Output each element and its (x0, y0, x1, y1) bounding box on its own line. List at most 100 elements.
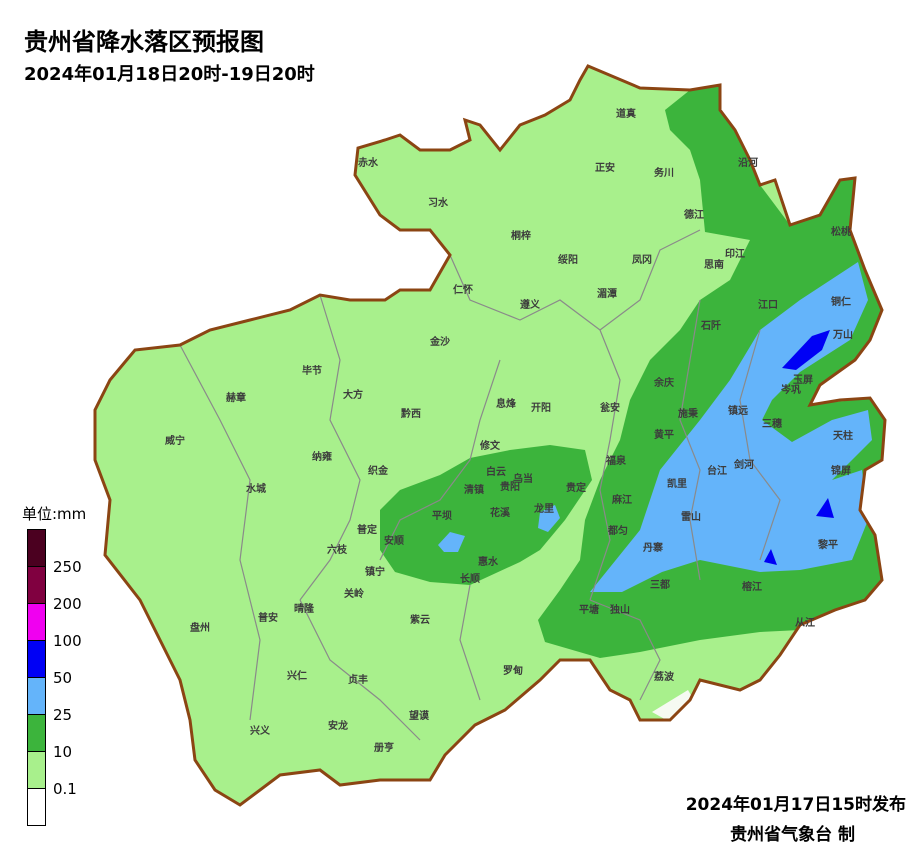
legend-swatch (27, 751, 46, 789)
county-label: 独山 (610, 603, 630, 616)
county-label: 盘州 (190, 621, 210, 634)
county-label: 湄潭 (597, 287, 617, 300)
county-label: 德江 (683, 208, 704, 221)
legend-label: 50 (53, 669, 73, 687)
county-label: 正安 (595, 161, 615, 174)
county-label: 织金 (368, 464, 389, 477)
county-label: 天柱 (833, 429, 853, 442)
county-label: 务川 (654, 166, 674, 179)
county-label: 沿河 (738, 156, 758, 169)
county-label: 黔西 (401, 407, 421, 420)
county-label: 镇宁 (365, 565, 385, 578)
county-label: 贵阳 (500, 480, 520, 493)
county-boundary (299, 599, 421, 741)
county-boundary (589, 599, 661, 701)
county-label: 贞丰 (348, 673, 368, 686)
rain-zone-25-50mm-anshun (438, 532, 465, 552)
county-label: 龙里 (533, 502, 554, 515)
county-label: 瓮安 (600, 401, 620, 414)
county-label: 乌当 (513, 472, 533, 485)
county-label: 威宁 (165, 434, 185, 447)
county-boundary (459, 584, 481, 701)
map-title: 贵州省降水落区预报图 (24, 28, 264, 56)
county-label: 金沙 (429, 335, 450, 348)
county-label: 六枝 (327, 543, 348, 556)
county-label: 罗甸 (503, 664, 523, 677)
issuer: 贵州省气象台 制 (730, 825, 855, 845)
county-boundary (299, 294, 361, 601)
county-boundary (739, 329, 781, 561)
legend-swatch (27, 640, 46, 678)
county-label: 水城 (245, 482, 266, 495)
county-label: 紫云 (410, 613, 430, 626)
legend-unit: 单位:mm (22, 505, 87, 523)
county-boundary (679, 299, 701, 581)
county-label: 长顺 (460, 572, 480, 585)
county-label: 花溪 (490, 506, 511, 519)
county-label: 桐梓 (511, 229, 531, 242)
legend-label: 10 (53, 743, 73, 761)
county-label: 普安 (258, 611, 278, 624)
county-label: 赫章 (226, 391, 246, 404)
county-label: 凯里 (667, 477, 687, 490)
province-border (93, 64, 887, 807)
county-label: 息烽 (496, 397, 517, 410)
legend-swatch (27, 677, 46, 715)
issue-time: 2024年01月17日15时发布 (685, 795, 906, 815)
county-label: 册亨 (374, 741, 394, 754)
county-label: 凤冈 (632, 254, 652, 266)
county-label: 台江 (707, 464, 727, 477)
county-label: 麻江 (611, 493, 632, 506)
legend-swatch (27, 714, 46, 752)
county-label: 锦屏 (831, 464, 851, 477)
rain-zone-25-50mm-east (590, 262, 872, 592)
county-label: 望谟 (409, 709, 430, 722)
legend-label: 0.1 (53, 780, 77, 798)
county-label: 雷山 (681, 510, 701, 523)
county-label: 兴义 (250, 724, 271, 737)
county-boundary (449, 229, 701, 331)
county-boundary (379, 359, 501, 561)
county-label: 余庆 (653, 376, 674, 389)
county-label: 三穗 (762, 417, 782, 430)
county-label: 仁怀 (453, 283, 473, 296)
county-label: 惠水 (478, 555, 499, 568)
county-label: 都匀 (607, 524, 628, 537)
county-label: 晴隆 (294, 602, 315, 615)
county-label: 毕节 (302, 364, 322, 377)
county-label: 白云 (486, 465, 506, 478)
county-label: 纳雍 (312, 450, 332, 463)
county-label: 赤水 (358, 156, 379, 169)
county-label: 绥阳 (558, 253, 578, 266)
county-label: 施秉 (678, 407, 699, 420)
county-label: 修文 (479, 439, 501, 452)
legend-label: 100 (53, 632, 82, 650)
county-label: 石阡 (700, 319, 721, 332)
legend-label: 25 (53, 706, 73, 724)
county-label: 黎平 (818, 538, 838, 551)
county-label: 道真 (616, 107, 636, 120)
county-boundary (179, 344, 261, 721)
county-label: 荔波 (653, 670, 675, 683)
county-boundaries (179, 229, 781, 741)
county-label: 玉屏 (793, 374, 813, 386)
county-label: 江口 (758, 298, 778, 311)
county-label: 福泉 (605, 454, 627, 467)
color-legend: 250 200 100 50 25 10 0.1 (27, 529, 82, 826)
rain-zone-25-50mm-longli (538, 505, 560, 532)
legend-swatch (27, 603, 46, 641)
county-label: 铜仁 (831, 295, 851, 308)
county-label: 平坝 (432, 509, 452, 522)
county-label: 印江 (725, 247, 745, 260)
county-label: 平塘 (579, 603, 599, 616)
county-label: 贵定 (566, 481, 586, 494)
county-label: 从江 (795, 616, 815, 629)
county-label: 黄平 (654, 428, 674, 441)
county-label: 思南 (704, 258, 724, 271)
rain-zone-10-25mm-central (380, 445, 592, 585)
county-label: 兴仁 (287, 669, 307, 682)
rain-zone-50-100mm-jinping (816, 498, 834, 518)
county-label: 剑河 (733, 458, 754, 471)
